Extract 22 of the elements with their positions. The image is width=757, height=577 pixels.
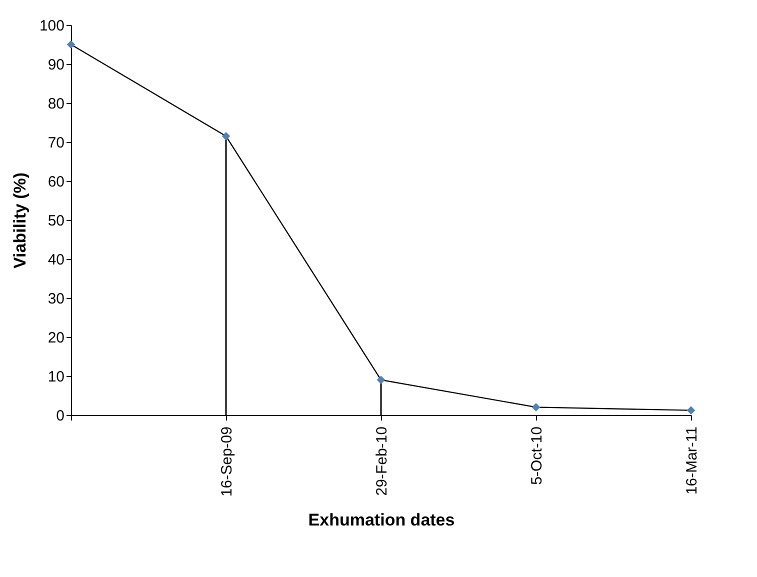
y-tick-label: 60 <box>48 174 64 190</box>
y-tick-label: 40 <box>48 252 64 268</box>
y-tick-label: 100 <box>39 18 64 34</box>
x-tick-label: 16-Mar-11 <box>684 426 700 495</box>
point <box>66 40 76 49</box>
y-tick-label: 50 <box>48 212 64 230</box>
point <box>532 403 540 412</box>
y-tick-label: 20 <box>48 330 64 346</box>
x-tick-label: 29-Feb-10 <box>374 426 390 496</box>
x-tick-label: 16-Sep-09 <box>218 426 236 497</box>
y-tick-label: 70 <box>48 134 64 152</box>
y-tick-label: 0 <box>56 408 64 424</box>
point <box>376 376 386 384</box>
y-tick-label: 80 <box>48 96 64 112</box>
y-axis-title: Viability (%) <box>10 172 30 269</box>
x-tick-label: 5-Oct-10 <box>528 426 546 485</box>
y-tick-label: 30 <box>48 290 64 308</box>
x-axis-title: Exhumation dates <box>308 510 455 530</box>
y-tick-label: 10 <box>48 368 64 386</box>
point <box>222 132 230 140</box>
y-tick-label: 90 <box>48 56 64 74</box>
point <box>686 406 696 415</box>
